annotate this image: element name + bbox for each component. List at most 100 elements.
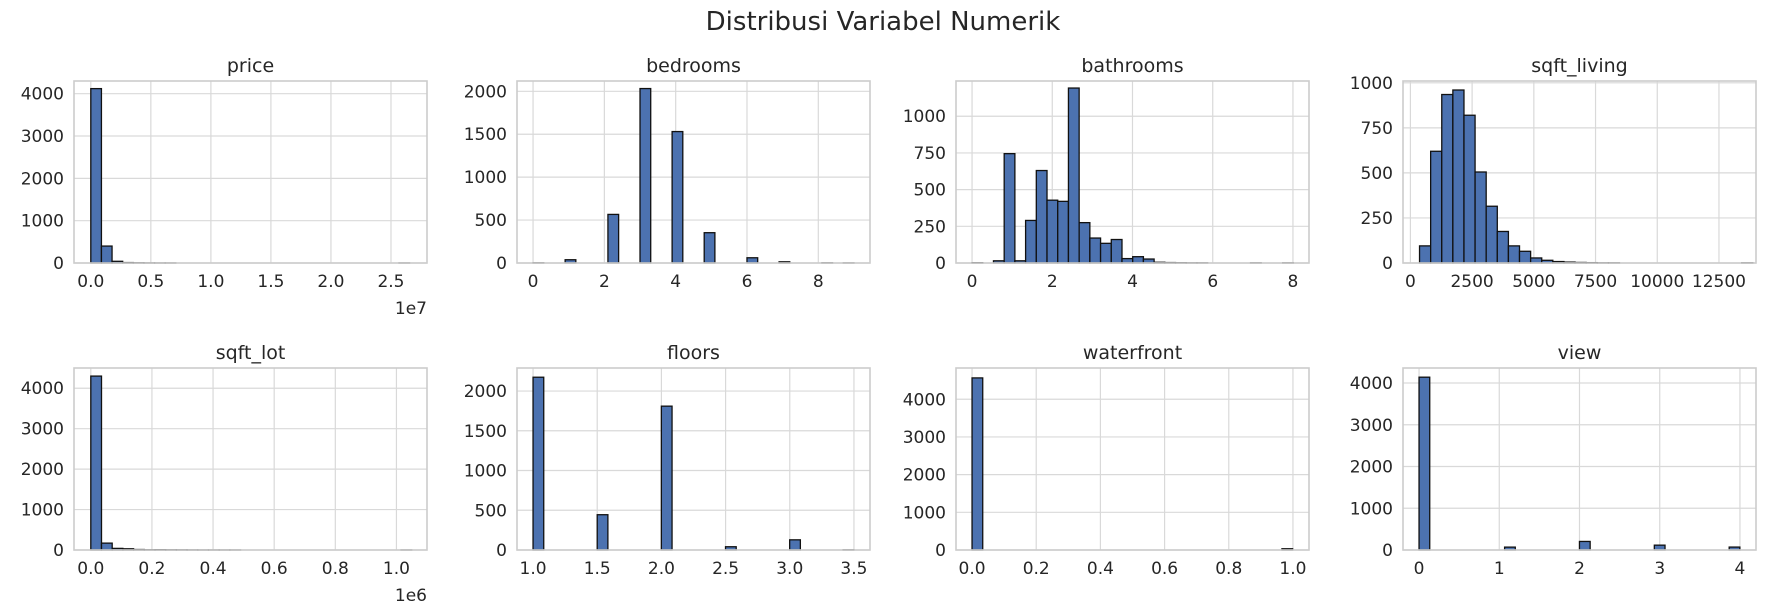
x-tick-label: 0 — [1405, 272, 1416, 292]
y-tick-label: 750 — [1361, 119, 1393, 139]
histogram-bar — [100, 542, 113, 551]
x-tick-label: 2500 — [1450, 272, 1493, 292]
axes-frame — [1402, 80, 1757, 264]
y-tick-label: 2000 — [21, 169, 64, 189]
y-tick-label: 1500 — [464, 125, 507, 145]
panel-title: price — [227, 55, 274, 77]
x-tick-label: 2 — [1574, 559, 1585, 579]
y-tick-label: 1500 — [464, 422, 507, 442]
y-tick-label: 3000 — [21, 127, 64, 147]
histogram-bar — [1110, 238, 1123, 264]
histogram-bar — [1463, 114, 1476, 264]
x-tick-label: 12500 — [1692, 272, 1746, 292]
x-tick-label: 0.2 — [1023, 559, 1050, 579]
x-tick-label: 0.0 — [77, 272, 104, 292]
x-tick-label: 4 — [670, 272, 681, 292]
y-tick-label: 0 — [53, 254, 64, 274]
histogram-bar — [100, 245, 113, 264]
y-tick-label: 250 — [1361, 209, 1393, 229]
histogram-bar — [90, 375, 103, 551]
x-tick-label: 1.0 — [197, 272, 224, 292]
x-tick-label: 1.5 — [257, 272, 284, 292]
x-tick-label: 0.4 — [200, 559, 227, 579]
x-tick-label: 1.5 — [584, 559, 611, 579]
histogram-bar — [1418, 245, 1432, 264]
x-tick-label: 3.5 — [840, 559, 867, 579]
y-tick-label: 1000 — [1350, 74, 1393, 94]
y-tick-label: 500 — [914, 181, 946, 201]
x-tick-label: 0 — [967, 272, 978, 292]
x-tick-label: 2.0 — [648, 559, 675, 579]
histogram-bar — [90, 87, 103, 264]
axes-frame — [955, 367, 1310, 551]
x-tick-label: 2 — [599, 272, 610, 292]
x-tick-label: 6 — [742, 272, 753, 292]
histogram-bar — [971, 377, 984, 551]
x-tick-label: 4 — [1735, 559, 1746, 579]
histogram-bar — [1057, 200, 1070, 264]
y-tick-label: 2000 — [903, 466, 946, 486]
histogram-bar — [1089, 237, 1102, 264]
axes-frame — [73, 80, 428, 264]
panel-bathrooms: bathrooms 0 2 4 6 8 0 250 500 750 1000 — [903, 55, 1310, 292]
y-tick-label: 2000 — [464, 82, 507, 102]
y-tick-label: 1000 — [903, 503, 946, 523]
histogram-bar — [639, 87, 652, 264]
x-tick-label: 8 — [813, 272, 824, 292]
axes-frame — [1402, 367, 1757, 551]
panel-title: sqft_living — [1531, 55, 1627, 77]
histogram-bar — [1429, 150, 1443, 264]
y-tick-label: 4000 — [21, 85, 64, 105]
x-tick-label: 0.8 — [1215, 559, 1242, 579]
y-tick-label: 2000 — [464, 382, 507, 402]
x-tick-label: 3 — [1654, 559, 1665, 579]
y-tick-label: 0 — [496, 541, 507, 561]
figure-title: Distribusi Variabel Numerik — [706, 7, 1061, 37]
y-tick-label: 2000 — [1350, 458, 1393, 478]
x-tick-label: 0.6 — [1151, 559, 1178, 579]
y-tick-label: 4000 — [1350, 374, 1393, 394]
histogram-bar — [1452, 89, 1465, 264]
panel-title: waterfront — [1083, 342, 1182, 364]
panel-title: sqft_lot — [216, 342, 286, 364]
histogram-bar — [1132, 256, 1145, 264]
histogram-bar — [1418, 376, 1431, 551]
y-tick-label: 1000 — [1350, 499, 1393, 519]
histogram-bar — [1003, 153, 1016, 264]
x-offset-label: 1e7 — [395, 299, 427, 319]
y-tick-label: 1000 — [21, 501, 64, 521]
x-offset-label: 1e6 — [395, 586, 427, 606]
x-tick-label: 1.0 — [1279, 559, 1306, 579]
y-tick-label: 500 — [475, 501, 507, 521]
axes-frame — [516, 367, 871, 551]
histogram-bar — [1067, 87, 1080, 264]
y-tick-label: 1000 — [464, 168, 507, 188]
histogram-bar — [1035, 169, 1048, 264]
histogram-bar — [1099, 242, 1112, 264]
histogram-bar — [1496, 230, 1510, 264]
x-tick-label: 0 — [528, 272, 539, 292]
histogram-bar — [1024, 219, 1037, 264]
histogram-bar — [703, 232, 716, 264]
x-tick-label: 1.0 — [520, 559, 547, 579]
x-tick-label: 0.5 — [137, 272, 164, 292]
histogram-bar — [1507, 245, 1521, 264]
y-tick-label: 1000 — [21, 212, 64, 232]
histogram-bar — [1441, 93, 1454, 264]
panel-title: bathrooms — [1081, 55, 1183, 77]
y-tick-label: 4000 — [903, 390, 946, 410]
histogram-bar — [1078, 221, 1091, 264]
histogram-bar — [1485, 205, 1498, 264]
x-tick-label: 1.0 — [383, 559, 410, 579]
panel-bedrooms: bedrooms 0 2 4 6 8 0 500 1000 1500 2000 — [464, 55, 871, 292]
x-tick-label: 3.0 — [776, 559, 803, 579]
axes-frame — [516, 80, 871, 264]
y-tick-label: 3000 — [21, 420, 64, 440]
x-tick-label: 5000 — [1512, 272, 1555, 292]
panel-waterfront: waterfront 0.0 0.2 0.4 0.6 0.8 1.0 0 1000 2000 300… — [903, 342, 1310, 579]
y-tick-label: 3000 — [1350, 416, 1393, 436]
y-tick-label: 750 — [914, 144, 946, 164]
y-tick-label: 0 — [935, 541, 946, 561]
